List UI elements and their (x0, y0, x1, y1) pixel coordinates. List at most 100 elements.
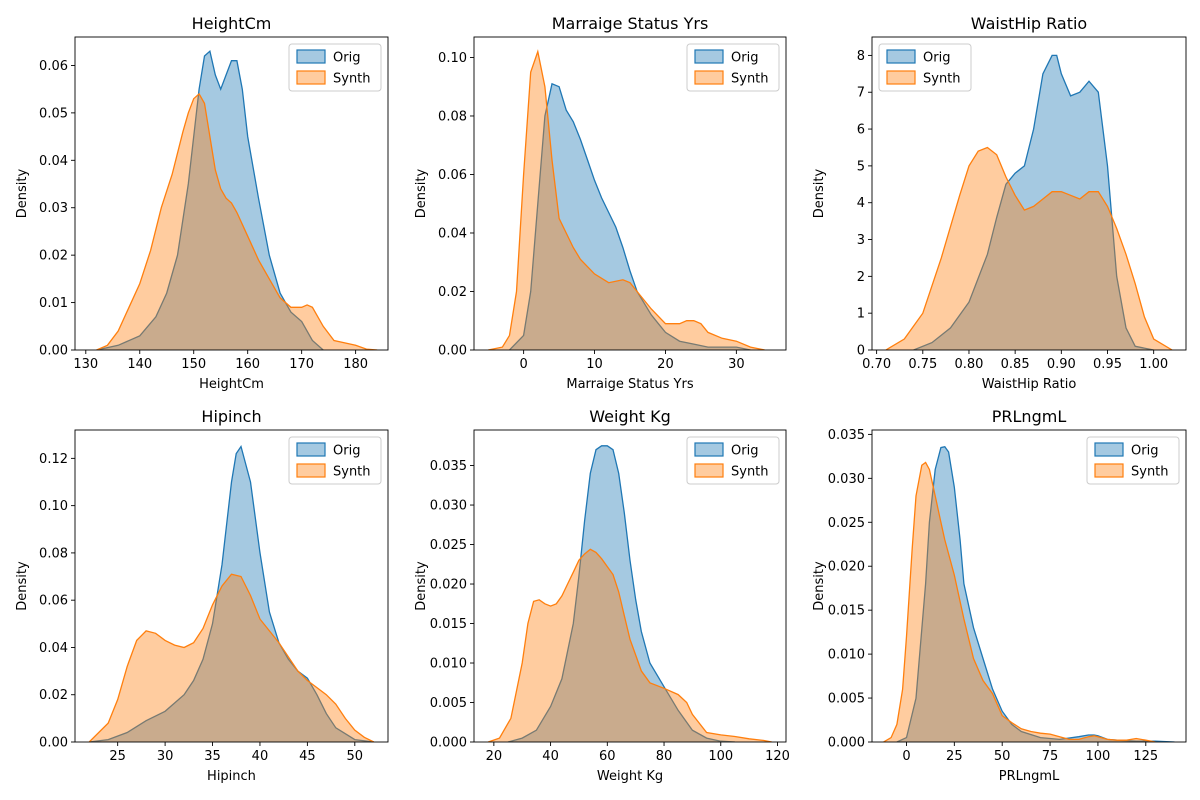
density-area-synth (488, 549, 772, 742)
y-tick-label: 5 (857, 159, 865, 174)
x-axis-label: Marraige Status Yrs (566, 377, 693, 392)
y-tick-label: 8 (857, 49, 865, 64)
subplot-1: 130 140 150 160 170 180 0.00 0.01 0.02 0.03 0.04 0.… (15, 14, 389, 392)
y-tick-label: 0.015 (828, 604, 865, 619)
axes-frame (473, 36, 787, 351)
density-line-synth (883, 461, 1156, 742)
axes-frame (871, 429, 1187, 743)
axes-frame (74, 429, 389, 743)
y-axis-label: Density (15, 168, 30, 218)
y-tick-label: 0.05 (39, 106, 68, 121)
legend-label-synth: Synth (333, 465, 371, 480)
x-tick-label: 25 (109, 749, 126, 764)
y-tick-label: 0.08 (438, 109, 467, 124)
legend-label-orig: Orig (731, 444, 758, 459)
legend: Orig Synth (1086, 436, 1180, 485)
legend: Orig Synth (288, 43, 382, 92)
y-tick-label: 0.005 (430, 696, 467, 711)
x-tick-label: 50 (994, 749, 1011, 764)
x-tick-label: 20 (486, 749, 503, 764)
x-tick-label: 1.00 (1139, 357, 1168, 372)
y-tick-label: 0.02 (39, 249, 68, 264)
y-tick-label: 0.06 (39, 594, 68, 609)
x-tick-label: 60 (599, 749, 616, 764)
subplot-6: 0 25 50 75 100 125 0.000 0.005 0.010 0.015 0.020 0.… (812, 407, 1187, 784)
legend-swatch-synth (694, 463, 724, 478)
x-tick-label: 40 (542, 749, 559, 764)
y-tick-label: 0.010 (828, 648, 865, 663)
legend-swatch-orig (296, 442, 326, 457)
legend: Orig Synth (878, 43, 972, 92)
x-tick-label: 45 (299, 749, 316, 764)
axes-frame (473, 429, 787, 743)
chart-title: Weight Kg (589, 407, 670, 426)
density-line-synth (488, 49, 765, 350)
legend-swatch-orig (886, 49, 916, 64)
legend-label-orig: Orig (333, 444, 360, 459)
chart-title: WaistHip Ratio (971, 14, 1087, 33)
y-tick-label: 0.030 (430, 499, 467, 514)
y-tick-label: 0.025 (828, 516, 865, 531)
y-axis-label: Density (812, 561, 827, 611)
x-axis-label: PRLngmL (999, 769, 1060, 784)
y-tick-label: 0.020 (828, 560, 865, 575)
y-tick-label: 0.020 (430, 578, 467, 593)
y-axis-label: Density (15, 561, 30, 611)
x-tick-label: 150 (181, 357, 206, 372)
y-tick-label: 7 (857, 86, 865, 101)
legend-label-orig: Orig (923, 51, 950, 66)
y-tick-label: 4 (857, 196, 865, 211)
y-tick-label: 0.015 (430, 617, 467, 632)
y-tick-label: 0.025 (430, 538, 467, 553)
y-tick-label: 0.00 (438, 344, 467, 359)
y-tick-label: 0.03 (39, 201, 68, 216)
density-area-synth (89, 574, 374, 742)
density-line-synth (885, 146, 1173, 350)
y-tick-label: 0.035 (828, 428, 865, 443)
legend-swatch-orig (1094, 442, 1124, 457)
y-tick-label: 0.02 (39, 688, 68, 703)
x-tick-label: 100 (1086, 749, 1111, 764)
y-tick-label: 0.12 (39, 452, 68, 467)
legend-swatch-synth (296, 463, 326, 478)
y-tick-label: 0.04 (39, 641, 68, 656)
legend-box (878, 43, 972, 92)
legend-swatch-synth (296, 70, 326, 85)
chart-title: Marraige Status Yrs (552, 14, 709, 33)
legend-label-synth: Synth (333, 72, 371, 87)
legend-label-synth: Synth (1131, 465, 1169, 480)
x-tick-label: 0 (902, 749, 910, 764)
x-tick-label: 130 (73, 357, 98, 372)
y-tick-label: 0.00 (39, 736, 68, 751)
legend-swatch-orig (694, 442, 724, 457)
density-line-synth (88, 573, 375, 742)
y-tick-label: 6 (857, 123, 865, 138)
x-tick-label: 25 (946, 749, 963, 764)
x-tick-label: 140 (127, 357, 152, 372)
y-axis-label: Density (414, 168, 429, 218)
legend-box (1086, 436, 1180, 485)
y-tick-label: 0.10 (39, 499, 68, 514)
x-tick-label: 35 (204, 749, 221, 764)
y-tick-label: 0.10 (438, 51, 467, 66)
y-tick-label: 0 (857, 344, 865, 359)
density-area-orig (896, 446, 1175, 742)
x-tick-label: 0.80 (954, 357, 983, 372)
density-area-orig (913, 55, 1154, 350)
y-tick-label: 0.06 (39, 59, 68, 74)
legend-label-orig: Orig (1131, 444, 1158, 459)
legend-label-orig: Orig (731, 51, 758, 66)
x-tick-label: 0.90 (1047, 357, 1076, 372)
x-tick-label: 0.85 (1001, 357, 1030, 372)
legend-box (288, 43, 382, 92)
legend-box (686, 43, 780, 92)
y-tick-label: 0.010 (430, 657, 467, 672)
y-tick-label: 0.02 (438, 285, 467, 300)
x-tick-label: 160 (235, 357, 260, 372)
subplot-3: 0.70 0.75 0.80 0.85 0.90 0.95 1.00 0 1 2 3 4 5 6 7 8 Wai… (812, 14, 1187, 392)
x-tick-label: 0.75 (908, 357, 937, 372)
x-tick-label: 20 (657, 357, 674, 372)
legend-swatch-orig (296, 49, 326, 64)
x-tick-label: 0.70 (862, 357, 891, 372)
